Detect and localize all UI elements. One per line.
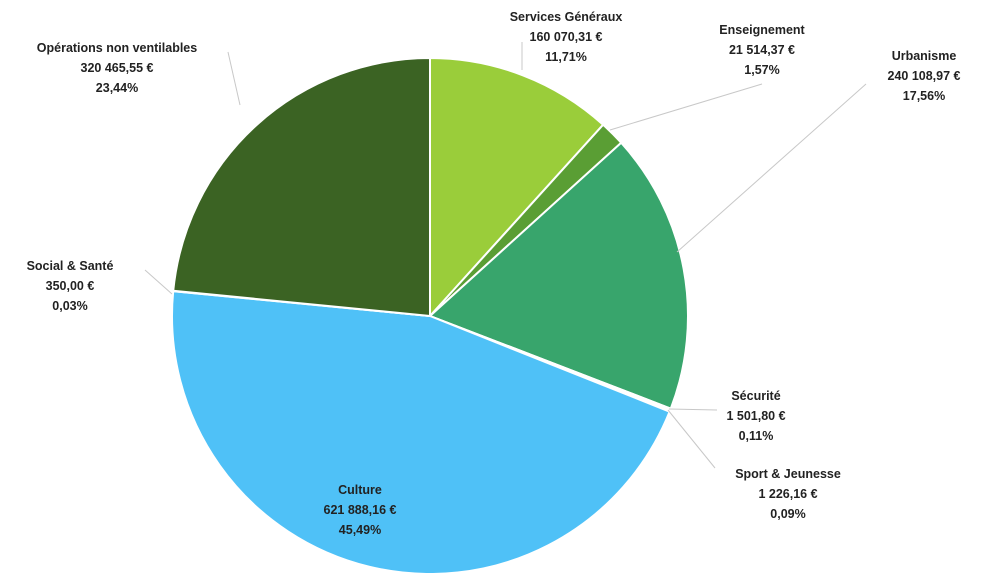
- pie-slice-5: [171, 290, 671, 573]
- data-label-label-6: Social & Santé: [27, 259, 114, 273]
- data-label-label-5: Culture: [338, 483, 382, 497]
- data-label-percent-5: 45,49%: [339, 523, 381, 537]
- leader-line-6: [144, 269, 173, 295]
- data-label-label-3: Sécurité: [731, 389, 780, 403]
- data-label-label-2: Urbanisme: [892, 49, 957, 63]
- data-label-percent-0: 11,71%: [545, 50, 587, 64]
- leader-lines: [144, 42, 867, 469]
- data-label-value-0: 160 070,31 €: [530, 30, 603, 44]
- pie-slice-2: [428, 141, 689, 410]
- data-label-percent-3: 0,11%: [739, 429, 774, 443]
- data-label-percent-1: 1,57%: [744, 63, 779, 77]
- data-label-label-1: Enseignement: [719, 23, 805, 37]
- leader-line-1: [609, 83, 763, 131]
- data-label-label-4: Sport & Jeunesse: [735, 467, 841, 481]
- data-label-value-2: 240 108,97 €: [888, 69, 961, 83]
- pie-slices: [171, 56, 689, 573]
- data-label-value-5: 621 888,16 €: [324, 503, 397, 517]
- leader-line-4: [667, 409, 716, 469]
- pie-slice-7: [172, 56, 431, 318]
- data-labels: Services Généraux 160 070,31 € 11,71% Ensei…: [27, 10, 961, 537]
- data-label-value-6: 350,00 €: [46, 279, 95, 293]
- data-label-value-7: 320 465,55 €: [81, 61, 154, 75]
- data-label-value-3: 1 501,80 €: [726, 409, 785, 423]
- data-label-value-1: 21 514,37 €: [729, 43, 795, 57]
- leader-line-3: [668, 408, 718, 411]
- data-label-percent-6: 0,03%: [52, 299, 87, 313]
- pie-slice-0: [429, 56, 605, 319]
- data-label-percent-4: 0,09%: [770, 507, 805, 521]
- leader-line-7: [227, 51, 241, 106]
- data-label-percent-7: 23,44%: [96, 81, 138, 95]
- leader-line-2: [676, 83, 867, 253]
- data-label-label-0: Services Généraux: [510, 10, 623, 24]
- data-label-percent-2: 17,56%: [903, 89, 945, 103]
- data-label-value-4: 1 226,16 €: [758, 487, 817, 501]
- data-label-label-7: Opérations non ventilables: [37, 41, 197, 55]
